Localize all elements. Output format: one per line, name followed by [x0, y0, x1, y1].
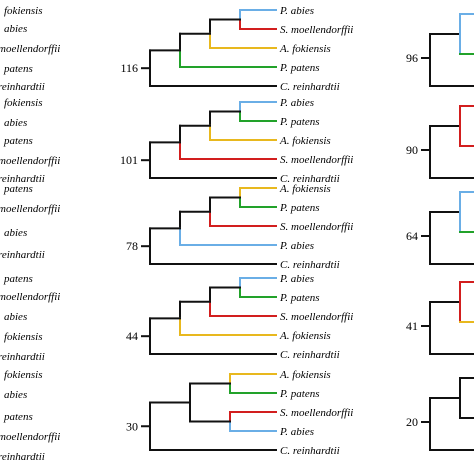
- left-species-label: reinhardtii: [0, 173, 45, 185]
- leaf-label: S. moellendorffii: [280, 311, 353, 323]
- left-species-label: patens: [3, 135, 33, 147]
- right-cladogram-20: 20: [406, 377, 474, 451]
- tree-count-label: 30: [126, 419, 138, 433]
- cladogram-44: 44 P. abies P. patens S. moellendorffii A. f…: [126, 273, 353, 361]
- left-species-label: fokiensis: [4, 97, 43, 109]
- tree-count-label: 20: [406, 415, 418, 429]
- tree-count-label: 41: [406, 319, 418, 333]
- left-species-label: fokiensis: [4, 369, 43, 381]
- leaf-label: P. patens: [279, 116, 320, 128]
- leaf-label: P. abies: [279, 97, 314, 109]
- left-species-label: patens: [3, 183, 33, 195]
- leaf-label: P. patens: [279, 62, 320, 74]
- left-species-label: moellendorffii: [0, 431, 60, 443]
- left-species-label: abies: [4, 389, 27, 401]
- leaf-label: A. fokiensis: [279, 135, 331, 147]
- leaf-label: P. patens: [279, 388, 320, 400]
- left-species-label: moellendorffii: [0, 203, 60, 215]
- leaf-label: P. patens: [279, 292, 320, 304]
- tree-count-label: 78: [126, 239, 138, 253]
- leaf-label: C. reinhardtii: [280, 445, 340, 457]
- right-cladogram-90: 90: [406, 105, 474, 179]
- leaf-label: A. fokiensis: [279, 330, 331, 342]
- cladogram-30: 30 A. fokiensis P. patens S. moellendorffii…: [126, 369, 353, 457]
- left-species-label: reinhardtii: [0, 249, 45, 261]
- tree-count-label: 116: [120, 61, 138, 75]
- cladogram-78: 78 A. fokiensis P. patens S. moellendorffii…: [126, 183, 353, 271]
- left-species-label: fokiensis: [4, 5, 43, 17]
- leaf-label: S. moellendorffii: [280, 221, 353, 233]
- left-species-label: abies: [4, 311, 27, 323]
- left-species-label: patens: [3, 411, 33, 423]
- leaf-label: C. reinhardtii: [280, 173, 340, 185]
- left-column-labels: fokiensisabiesmoellendorffiipatensreinha…: [0, 5, 60, 463]
- tree-count-label: 64: [406, 229, 418, 243]
- left-species-label: moellendorffii: [0, 291, 60, 303]
- tree-count-label: 101: [120, 153, 138, 167]
- leaf-label: A. fokiensis: [279, 43, 331, 55]
- tree-count-label: 44: [126, 329, 138, 343]
- left-species-label: moellendorffii: [0, 155, 60, 167]
- leaf-label: S. moellendorffii: [280, 24, 353, 36]
- left-species-label: reinhardtii: [0, 81, 45, 93]
- leaf-label: C. reinhardtii: [280, 349, 340, 361]
- left-species-label: abies: [4, 227, 27, 239]
- leaf-label: P. abies: [279, 273, 314, 285]
- left-species-label: patens: [3, 273, 33, 285]
- tree-count-label: 96: [406, 51, 418, 65]
- left-species-label: reinhardtii: [0, 351, 45, 363]
- left-species-label: reinhardtii: [0, 451, 45, 463]
- leaf-label: C. reinhardtii: [280, 81, 340, 93]
- left-species-label: abies: [4, 23, 27, 35]
- middle-column-trees: 116 P. abies S. moellendorffii A. fokiensis…: [120, 5, 353, 457]
- left-species-label: moellendorffii: [0, 43, 60, 55]
- leaf-label: P. abies: [279, 5, 314, 17]
- leaf-label: P. abies: [279, 426, 314, 438]
- right-column-trees: 96 90 64 41 20: [406, 13, 474, 451]
- leaf-label: A. fokiensis: [279, 183, 331, 195]
- leaf-label: P. abies: [279, 240, 314, 252]
- leaf-label: P. patens: [279, 202, 320, 214]
- leaf-label: C. reinhardtii: [280, 259, 340, 271]
- right-cladogram-41: 41: [406, 281, 474, 355]
- cladogram-101: 101 P. abies P. patens A. fokiensis S. moell…: [120, 97, 353, 185]
- left-species-label: patens: [3, 63, 33, 75]
- left-species-label: fokiensis: [4, 331, 43, 343]
- leaf-label: S. moellendorffii: [280, 407, 353, 419]
- tree-count-label: 90: [406, 143, 418, 157]
- left-species-label: abies: [4, 117, 27, 129]
- right-cladogram-96: 96: [406, 13, 474, 87]
- leaf-label: S. moellendorffii: [280, 154, 353, 166]
- cladogram-116: 116 P. abies S. moellendorffii A. fokiensis…: [120, 5, 353, 93]
- leaf-label: A. fokiensis: [279, 369, 331, 381]
- right-cladogram-64: 64: [406, 191, 474, 265]
